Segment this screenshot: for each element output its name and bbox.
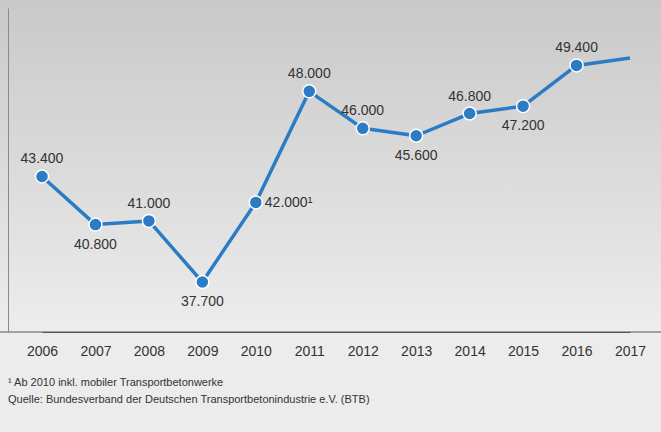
marker	[410, 129, 423, 142]
y-axis	[8, 9, 9, 333]
x-axis: 2006 2007 2008 2009 2010 2011 2012 2013 2014 2015…	[27, 332, 646, 359]
marker	[303, 85, 316, 98]
background	[0, 0, 661, 332]
x-tick: 2012	[348, 332, 379, 359]
data-labels: 43.400 40.800 41.000 37.700 42.000¹ 48.000 46.…	[21, 39, 599, 309]
x-axis-line	[43, 332, 631, 333]
x-tick: 2013	[401, 332, 432, 359]
separator	[0, 332, 661, 333]
data-label: 37.700	[181, 293, 224, 309]
chart: 2006 2007 2008 2009 2010 2011 2012 2013 2014 2015…	[0, 0, 661, 432]
marker	[356, 122, 369, 135]
marker	[463, 107, 476, 120]
x-tick-label: 2015	[508, 343, 539, 359]
marker	[249, 196, 262, 209]
marker	[517, 100, 530, 113]
y-axis-line	[8, 9, 9, 333]
marker	[142, 214, 155, 227]
x-tick-label: 2014	[455, 343, 486, 359]
x-tick-label: 2009	[187, 343, 218, 359]
plot-area	[36, 58, 631, 289]
data-label: 47.200	[502, 117, 545, 133]
x-tick: 2010	[241, 332, 272, 359]
x-tick: 2008	[134, 332, 165, 359]
x-tick: 2016	[561, 332, 592, 359]
data-label: 45.600	[395, 147, 438, 163]
marker	[196, 276, 209, 289]
x-tick-label: 2007	[80, 343, 111, 359]
line	[42, 58, 630, 282]
data-label: 48.000	[288, 65, 331, 81]
x-tick: 2007	[80, 332, 111, 359]
x-tick: 2017	[615, 332, 646, 359]
data-label: 41.000	[127, 195, 170, 211]
x-tick-label: 2010	[241, 343, 272, 359]
data-label: 42.000¹	[265, 194, 313, 210]
x-tick: 2014	[455, 332, 486, 359]
x-tick-label: 2006	[27, 343, 58, 359]
x-tick-label: 2012	[348, 343, 379, 359]
x-tick: 2006	[27, 332, 58, 359]
footer-background	[0, 332, 661, 432]
x-tick-label: 2017	[615, 343, 646, 359]
x-tick-label: 2011	[295, 343, 325, 359]
data-label: 49.400	[555, 39, 598, 55]
data-label: 46.800	[448, 88, 491, 104]
marker	[570, 59, 583, 72]
footnote: ¹ Ab 2010 inkl. mobiler Transportbetonwe…	[8, 376, 223, 388]
marker	[36, 170, 49, 183]
source: Quelle: Bundesverband der Deutschen Tran…	[8, 393, 370, 405]
x-tick: 2011	[295, 332, 325, 359]
marker	[89, 218, 102, 231]
x-tick-label: 2013	[401, 343, 432, 359]
x-tick-label: 2008	[134, 343, 165, 359]
data-label: 46.000	[341, 102, 384, 118]
data-label: 43.400	[21, 150, 64, 166]
x-tick-label: 2016	[561, 343, 592, 359]
x-tick: 2009	[187, 332, 218, 359]
x-tick: 2015	[508, 332, 539, 359]
data-label: 40.800	[74, 236, 117, 252]
